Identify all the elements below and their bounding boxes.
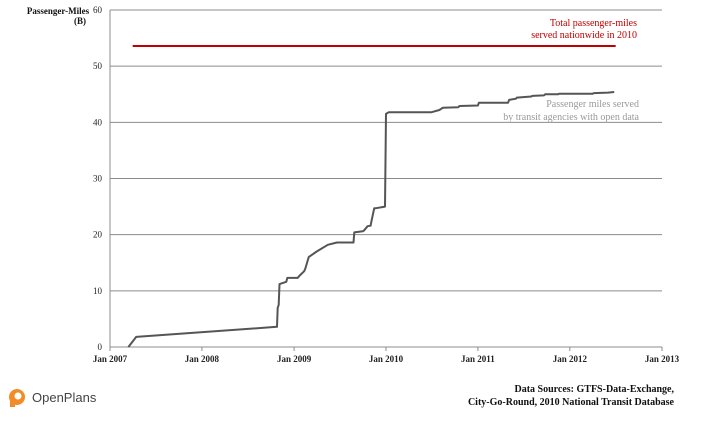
y-tick-labels: 0 10 20 30 40 50 60 (93, 5, 103, 352)
y-axis-label: Passenger-Miles (B) (27, 6, 90, 26)
y-tick-label-0: 0 (98, 342, 103, 352)
brand-name: OpenPlans (32, 390, 97, 405)
y-tick-label-20: 20 (93, 230, 103, 240)
data-source-note: Data Sources: GTFS-Data-Exchange, City-G… (468, 384, 675, 408)
y-tick-label-60: 60 (93, 5, 103, 15)
openplans-logo-icon (9, 389, 25, 407)
y-tick-label-30: 30 (93, 174, 103, 184)
reference-line-label-line-2: served nationwide in 2010 (531, 30, 637, 41)
y-tick-label-10: 10 (93, 286, 103, 296)
x-tick-label-6: Jan 2013 (645, 354, 680, 364)
y-tick-label-50: 50 (93, 61, 103, 71)
series-line-passenger-miles (127, 91, 615, 348)
x-tick-labels: Jan 2007 Jan 2008 Jan 2009 Jan 2010 Jan 2011… (93, 354, 680, 364)
axis-layer (109, 10, 663, 351)
source-line-1: Data Sources: GTFS-Data-Exchange, (514, 384, 674, 395)
series-label-line-2: by transit agencies with open data (503, 112, 639, 123)
series-layer: Passenger miles served by transit agenci… (127, 91, 640, 348)
x-tick-label-3: Jan 2010 (369, 354, 404, 364)
openplans-brand[interactable]: OpenPlans (9, 389, 97, 407)
source-line-2: City-Go-Round, 2010 National Transit Dat… (468, 397, 675, 408)
reference-line-group: Total passenger-miles served nationwide … (132, 18, 637, 47)
y-axis-label-line-2: (B) (74, 16, 86, 26)
x-tick-label-2: Jan 2009 (277, 354, 312, 364)
y-axis-label-line-1: Passenger-Miles (27, 6, 90, 16)
x-tick-label-4: Jan 2011 (461, 354, 495, 364)
reference-line-label-line-1: Total passenger-miles (550, 18, 637, 29)
x-tick-label-1: Jan 2008 (185, 354, 220, 364)
y-tick-label-40: 40 (93, 117, 103, 127)
x-tick-label-0: Jan 2007 (93, 354, 128, 364)
series-label-line-1: Passenger miles served (546, 99, 639, 110)
x-tick-label-5: Jan 2012 (553, 354, 588, 364)
